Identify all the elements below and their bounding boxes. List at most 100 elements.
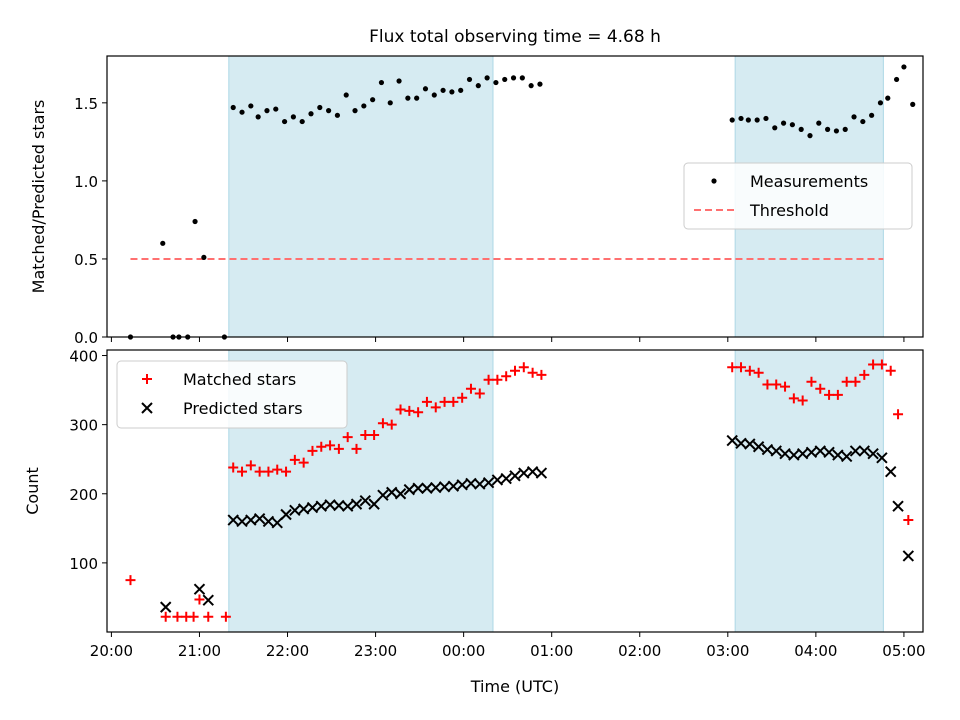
predicted-star-point	[202, 594, 214, 606]
predicted-star-point	[902, 550, 915, 562]
matched-star-point	[474, 388, 485, 399]
legend-label: Measurements	[750, 172, 868, 191]
predicted-star-point	[412, 482, 424, 494]
measurement-point	[230, 104, 236, 111]
predicted-star-point	[509, 470, 521, 482]
measurement-point	[248, 103, 254, 109]
matched-star-point	[885, 365, 896, 376]
predicted-star-point	[876, 452, 888, 464]
matched-star-point	[762, 379, 773, 390]
x-tick-label: 21:00	[178, 642, 221, 660]
y-tick-label: 0.5	[74, 251, 98, 269]
matched-star-point	[483, 374, 494, 385]
predicted-star-point	[526, 465, 539, 478]
x-tick-label: 22:00	[266, 642, 309, 660]
predicted-star-point	[315, 500, 327, 512]
matched-star-point	[753, 367, 764, 378]
legend-box	[683, 162, 913, 230]
predicted-star-point	[885, 465, 897, 478]
x-tick-label: 20:00	[90, 642, 133, 660]
y-tick-label: 300	[69, 417, 98, 435]
matched-star-point	[245, 460, 256, 471]
measurement-point	[290, 114, 296, 120]
x-tick-label: 04:00	[794, 642, 837, 660]
chart-title: Flux total observing time = 4.68 h	[369, 27, 661, 47]
predicted-star-point	[474, 478, 486, 490]
predicted-star-point	[832, 449, 844, 461]
predicted-star-point	[447, 480, 460, 492]
predicted-star-point	[394, 488, 407, 500]
y-axis-label: Matched/Predicted stars	[29, 100, 48, 294]
predicted-star-point	[892, 500, 904, 512]
matched-star-point	[404, 405, 415, 416]
matched-star-point	[815, 383, 826, 394]
predicted-star-point	[500, 472, 512, 485]
measurement-point	[780, 120, 787, 126]
predicted-star-point	[341, 500, 354, 512]
matched-star-point	[859, 369, 870, 380]
predicted-star-point	[159, 601, 172, 613]
predicted-star-point	[535, 467, 548, 479]
matched-star-point	[351, 443, 362, 454]
matched-star-point	[333, 443, 344, 454]
predicted-star-point	[227, 514, 239, 526]
predicted-star-point	[814, 445, 826, 457]
matched-star-point	[501, 371, 512, 382]
matched-star-point	[316, 441, 327, 452]
matched-star-point	[797, 395, 808, 406]
y-tick-label: 100	[69, 555, 98, 573]
measurement-point	[807, 133, 813, 139]
matched-star-point	[465, 383, 476, 394]
matched-star-point	[188, 611, 199, 622]
measurement-point	[352, 108, 358, 114]
predicted-star-point	[280, 508, 292, 521]
predicted-star-point	[438, 481, 451, 493]
measurement-point	[816, 120, 822, 126]
y-tick-label: 400	[69, 348, 98, 366]
measurement-point	[396, 78, 402, 84]
measurement-point	[299, 118, 305, 125]
matched-star-point	[413, 407, 424, 418]
predicted-star-point	[430, 481, 442, 494]
measurement-point	[510, 75, 517, 81]
matched-star-point	[272, 464, 283, 475]
matched-star-point	[281, 466, 292, 477]
matched-star-point	[386, 419, 397, 430]
measurement-point	[528, 83, 534, 89]
measurement-point	[842, 126, 848, 132]
x-tick-label: 00:00	[442, 642, 485, 660]
y-tick-label: 0.0	[74, 329, 98, 347]
predicted-star-point	[262, 515, 275, 528]
predicted-star-point	[761, 443, 774, 456]
predicted-star-point	[271, 517, 283, 529]
matched-star-point	[868, 359, 879, 370]
measurement-point	[754, 117, 760, 123]
measurement-point	[201, 254, 207, 260]
matched-star-point	[510, 365, 520, 376]
matched-star-point	[727, 362, 738, 373]
measurement-point	[264, 108, 270, 114]
axes-frame	[106, 55, 924, 338]
measurement-point	[901, 64, 907, 70]
measurement-point	[466, 76, 473, 83]
predicted-star-point	[849, 445, 862, 457]
matched-star-point	[841, 376, 852, 387]
x-tick-label: 02:00	[618, 642, 661, 660]
matched-star-point	[518, 362, 529, 373]
y-tick-label: 1.5	[74, 95, 98, 113]
matched-star-point	[536, 369, 547, 380]
predicted-star-point	[236, 515, 248, 528]
matched-star-point	[342, 432, 353, 443]
predicted-star-point	[333, 499, 345, 512]
matched-star-point	[736, 362, 747, 373]
measurement-point	[343, 92, 349, 98]
predicted-star-point	[386, 486, 398, 499]
measurement-point	[160, 240, 166, 246]
top-panel: 0.0 0.5 1.0 1.5 Matched/Predicted stars Measu…	[29, 55, 924, 347]
measurement-point	[255, 114, 261, 120]
measurement-point	[877, 100, 884, 106]
predicted-star-point	[297, 503, 310, 515]
measurement-point	[869, 112, 875, 118]
matched-star-point	[395, 404, 406, 415]
predicted-star-point	[752, 441, 765, 453]
